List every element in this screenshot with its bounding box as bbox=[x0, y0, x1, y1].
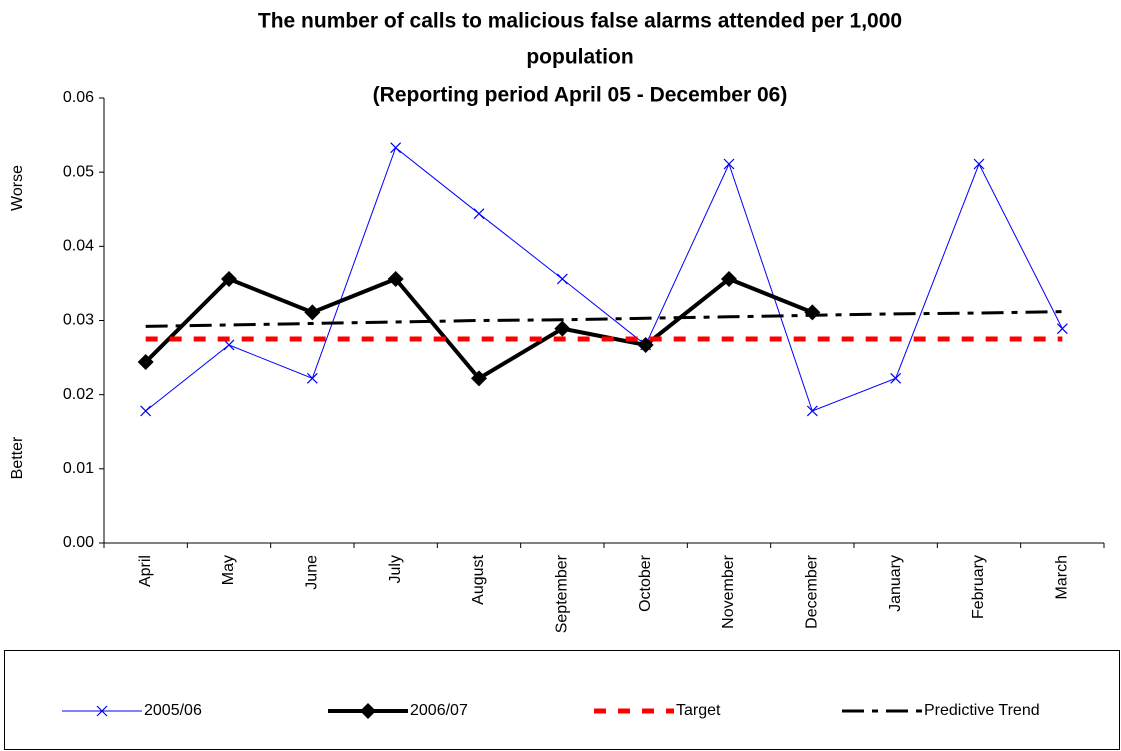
y-tick-label: 0.03 bbox=[63, 312, 94, 329]
y-tick-label: 0.00 bbox=[63, 534, 94, 551]
x-tick-label: January bbox=[887, 555, 904, 612]
legend-label: Target bbox=[676, 702, 721, 719]
x-tick-label: May bbox=[220, 555, 237, 585]
chart-title: population bbox=[526, 46, 633, 69]
annotation: Worse bbox=[9, 165, 26, 211]
y-tick-label: 0.05 bbox=[63, 163, 94, 180]
marker bbox=[96, 705, 108, 717]
marker bbox=[304, 304, 321, 321]
x-tick-label: November bbox=[720, 554, 737, 628]
x-tick-label: August bbox=[470, 554, 487, 604]
x-tick-label: April bbox=[137, 555, 154, 587]
marker bbox=[554, 320, 571, 337]
legend-label: 2006/07 bbox=[410, 702, 468, 719]
marker bbox=[140, 405, 152, 417]
marker bbox=[556, 273, 568, 285]
marker bbox=[221, 270, 237, 287]
marker bbox=[306, 372, 318, 384]
x-tick-label: June bbox=[304, 555, 321, 590]
series-line bbox=[144, 276, 814, 381]
x-tick-label: December bbox=[804, 554, 821, 628]
y-tick-label: 0.02 bbox=[63, 386, 94, 403]
marker bbox=[223, 339, 235, 351]
marker bbox=[890, 372, 902, 384]
x-tick-label: February bbox=[970, 555, 987, 619]
marker bbox=[804, 304, 821, 321]
x-tick-label: October bbox=[637, 554, 654, 612]
x-tick-label: July bbox=[387, 555, 404, 583]
marker bbox=[721, 270, 737, 287]
y-tick-label: 0.04 bbox=[63, 238, 94, 255]
y-tick-label: 0.01 bbox=[63, 460, 94, 477]
marker bbox=[471, 370, 487, 387]
series-line bbox=[145, 146, 1063, 412]
legend-box bbox=[4, 650, 1120, 750]
legend-label: Predictive Trend bbox=[924, 702, 1040, 719]
x-tick-label: March bbox=[1054, 555, 1071, 599]
marker bbox=[360, 703, 376, 719]
marker bbox=[387, 270, 404, 287]
marker bbox=[973, 158, 985, 170]
x-tick-label: September bbox=[554, 554, 571, 633]
marker bbox=[806, 405, 818, 417]
marker bbox=[1056, 323, 1068, 335]
marker bbox=[473, 208, 485, 220]
chart-title: (Reporting period April 05 - December 06… bbox=[373, 84, 788, 107]
series-line bbox=[145, 310, 1063, 328]
chart-title: The number of calls to malicious false a… bbox=[258, 10, 902, 33]
legend-label: 2005/06 bbox=[144, 702, 202, 719]
marker bbox=[390, 142, 402, 154]
marker bbox=[723, 158, 735, 170]
y-tick-label: 0.06 bbox=[63, 89, 94, 106]
marker bbox=[137, 354, 154, 371]
annotation: Better bbox=[9, 436, 26, 479]
